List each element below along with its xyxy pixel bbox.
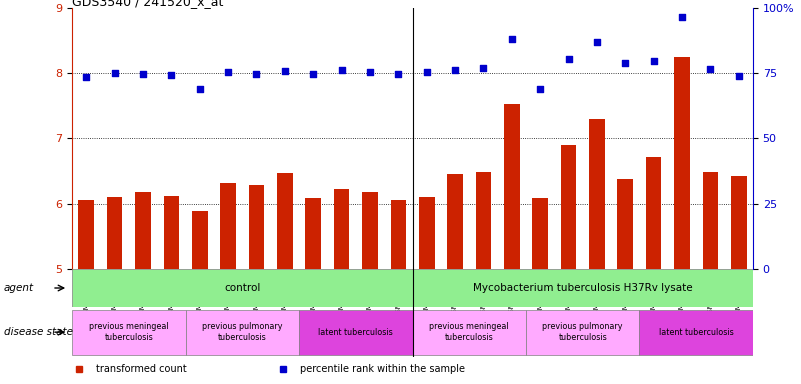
Text: control: control [224,283,260,293]
Point [392,71,405,77]
Bar [646,157,662,269]
Point [165,72,178,78]
Bar [220,183,236,269]
Bar [731,176,747,269]
Point [307,71,320,77]
Point [619,60,632,66]
Bar [589,119,605,269]
Text: disease state: disease state [4,327,73,337]
Text: transformed count: transformed count [96,364,187,374]
Point [108,70,121,76]
Text: previous meningeal
tuberculosis: previous meningeal tuberculosis [89,323,169,342]
Text: latent tuberculosis: latent tuberculosis [659,328,734,337]
Bar [391,200,406,269]
Bar [561,145,577,269]
Bar [526,310,639,355]
Bar [334,189,349,269]
Bar [447,174,463,269]
Point [562,56,575,62]
Point [193,86,206,92]
Text: percentile rank within the sample: percentile rank within the sample [300,364,465,374]
Bar [639,310,753,355]
Text: previous meningeal
tuberculosis: previous meningeal tuberculosis [429,323,509,342]
Point [477,65,490,71]
Bar [362,192,378,269]
Bar [413,310,526,355]
Point [137,71,150,77]
Bar [305,198,321,269]
Bar [504,104,520,269]
Point [279,68,292,74]
Bar [702,172,718,269]
Bar [72,269,413,307]
Bar [277,174,292,269]
Point [449,67,461,73]
Bar [78,200,94,269]
Text: previous pulmonary
tuberculosis: previous pulmonary tuberculosis [202,323,283,342]
Text: agent: agent [4,283,34,293]
Point [505,36,518,42]
Bar [618,179,633,269]
Point [250,71,263,77]
Bar [419,197,434,269]
Point [533,86,546,92]
Bar [476,172,491,269]
Bar [186,310,299,355]
Point [364,69,376,75]
Point [335,66,348,73]
Bar [248,185,264,269]
Bar [72,310,186,355]
Bar [413,269,753,307]
Bar [192,211,207,269]
Text: GDS3540 / 241520_x_at: GDS3540 / 241520_x_at [72,0,223,8]
Bar [533,198,548,269]
Text: previous pulmonary
tuberculosis: previous pulmonary tuberculosis [542,323,623,342]
Point [80,74,93,80]
Bar [135,192,151,269]
Point [732,73,745,79]
Point [222,69,235,75]
Point [647,58,660,64]
Point [704,66,717,72]
Point [421,69,433,75]
Text: Mycobacterium tuberculosis H37Rv lysate: Mycobacterium tuberculosis H37Rv lysate [473,283,693,293]
Point [675,14,688,20]
Text: latent tuberculosis: latent tuberculosis [319,328,393,337]
Bar [674,56,690,269]
Bar [107,197,123,269]
Bar [299,310,413,355]
Point [590,38,603,45]
Bar [163,196,179,269]
